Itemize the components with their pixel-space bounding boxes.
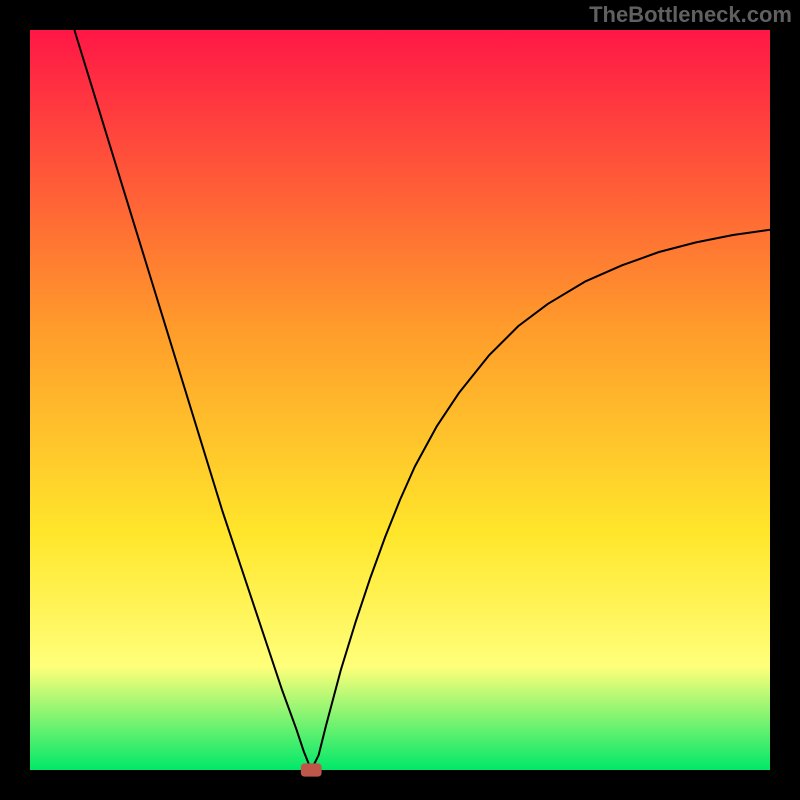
watermark-text: TheBottleneck.com bbox=[589, 2, 792, 28]
minimum-marker bbox=[301, 763, 322, 776]
plot-background bbox=[30, 30, 770, 770]
chart-container: { "chart": { "type": "line", "width": 80… bbox=[0, 0, 800, 800]
bottleneck-chart bbox=[0, 0, 800, 800]
